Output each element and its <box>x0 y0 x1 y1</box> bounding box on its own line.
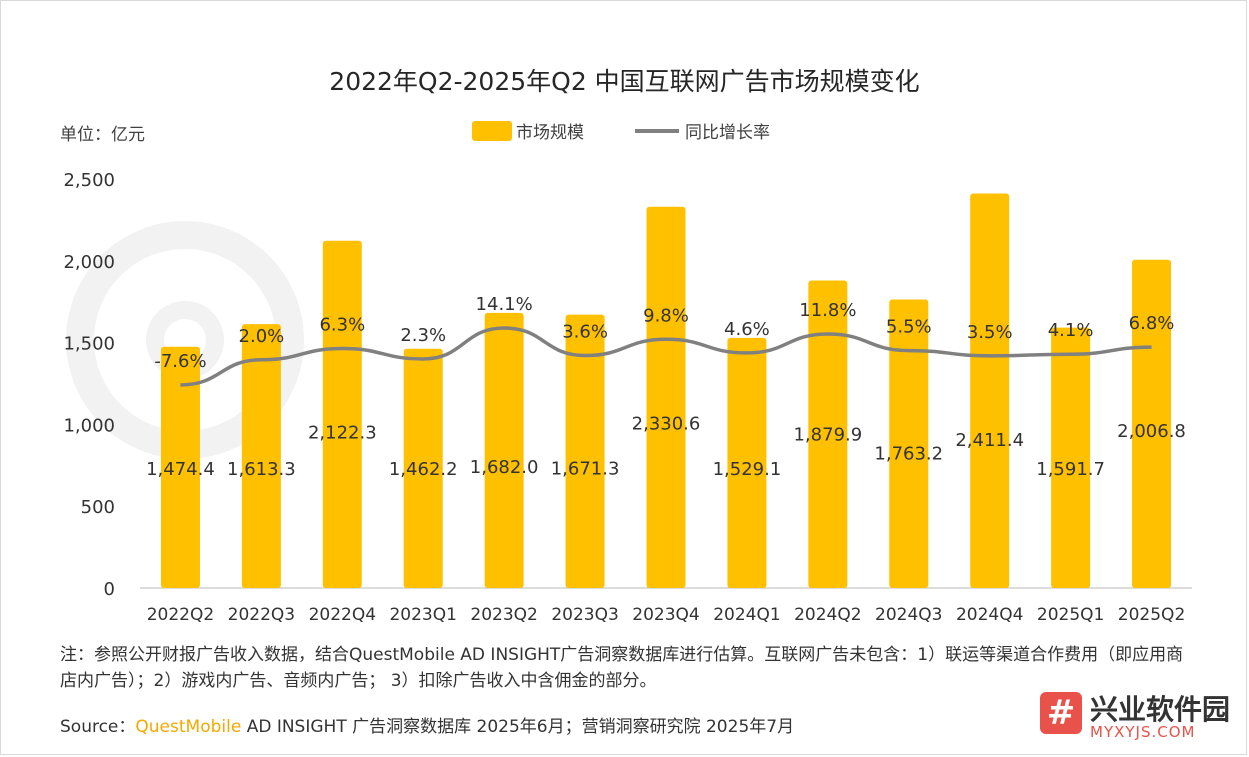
source-line: Source：QuestMobile AD INSIGHT 广告洞察数据库 20… <box>60 712 794 737</box>
growth-label-2024Q3: 5.5% <box>886 317 932 338</box>
value-label-2025Q2: 2,006.8 <box>1117 421 1186 442</box>
y-tick-label: 1,000 <box>63 415 115 436</box>
value-label-2024Q3: 1,763.2 <box>874 444 943 465</box>
legend-bar-swatch <box>472 120 512 141</box>
growth-label-2022Q3: 2.0% <box>239 326 285 347</box>
x-tick-label: 2022Q4 <box>309 605 376 625</box>
value-label-2024Q4: 2,411.4 <box>955 430 1024 451</box>
x-tick-label: 2024Q4 <box>956 605 1023 625</box>
value-label-2024Q2: 1,879.9 <box>793 424 862 445</box>
growth-label-2024Q4: 3.5% <box>967 322 1013 343</box>
growth-label-2023Q1: 2.3% <box>400 325 446 346</box>
growth-label-2025Q1: 4.1% <box>1048 320 1094 341</box>
bar-2024Q3 <box>889 299 929 588</box>
growth-label-2023Q3: 3.6% <box>562 322 608 343</box>
source-rest: AD INSIGHT 广告洞察数据库 2025年6月；营销洞察研究院 2025年… <box>241 717 795 737</box>
value-label-2022Q4: 2,122.3 <box>308 422 377 443</box>
x-tick-label: 2023Q1 <box>389 605 456 625</box>
value-label-2022Q3: 1,613.3 <box>227 459 296 480</box>
y-tick-label: 500 <box>81 497 115 518</box>
growth-label-2024Q1: 4.6% <box>724 319 770 340</box>
bar-2024Q4 <box>970 193 1010 588</box>
x-tick-label: 2025Q2 <box>1118 605 1185 625</box>
value-label-2022Q2: 1,474.4 <box>146 459 215 480</box>
footnote: 注：参照公开财报广告收入数据，结合QuestMobile AD INSIGHT广… <box>60 645 1184 691</box>
chart-title: 2022年Q2-2025年Q2 中国互联网广告市场规模变化 <box>329 67 920 96</box>
legend-line-label: 同比增长率 <box>685 123 770 143</box>
growth-label-2025Q2: 6.8% <box>1129 313 1175 334</box>
watermark-url: MYXYJS.COM <box>1090 723 1196 741</box>
y-tick-label: 2,000 <box>63 252 115 273</box>
value-label-2023Q1: 1,462.2 <box>389 459 458 480</box>
bar-line-chart: 2,500 2,000 1,500 1,000 500 0 -7.6% 2.0% 6.3% 2.3… <box>63 170 1192 625</box>
x-tick-label: 2023Q3 <box>551 605 618 625</box>
bar-2024Q1 <box>727 337 767 588</box>
x-tick-label: 2022Q3 <box>228 605 295 625</box>
value-label-2024Q1: 1,529.1 <box>713 459 782 480</box>
legend-item-line: 同比增长率 <box>635 118 770 143</box>
growth-label-2022Q2: -7.6% <box>154 351 206 372</box>
bar-2022Q4 <box>322 240 362 588</box>
watermark-logo-icon: # <box>1040 692 1082 734</box>
bar-2025Q2 <box>1132 259 1172 588</box>
growth-rate-line <box>180 326 1152 387</box>
legend-line-swatch <box>635 128 679 133</box>
x-tick-label: 2024Q1 <box>713 605 780 625</box>
x-tick-label: 2023Q2 <box>470 605 537 625</box>
source-prefix: Source： <box>60 717 136 737</box>
x-tick-label: 2023Q4 <box>632 605 699 625</box>
legend-bar-label: 市场规模 <box>516 123 584 143</box>
growth-label-2023Q4: 9.8% <box>643 305 689 326</box>
y-tick-label: 2,500 <box>63 170 115 191</box>
growth-label-2022Q4: 6.3% <box>319 314 365 335</box>
bar-2025Q1 <box>1051 327 1091 588</box>
bar-2022Q2 <box>160 346 200 588</box>
bar-2024Q2 <box>808 280 848 588</box>
x-tick-label: 2022Q2 <box>147 605 214 625</box>
bar-2023Q1 <box>403 348 443 588</box>
value-label-2023Q3: 1,671.3 <box>551 459 620 480</box>
x-tick-label: 2024Q3 <box>875 605 942 625</box>
value-label-2023Q4: 2,330.6 <box>632 413 701 434</box>
unit-label: 单位：亿元 <box>60 125 145 145</box>
growth-label-2023Q2: 14.1% <box>476 294 533 315</box>
source-brand: QuestMobile <box>135 717 242 737</box>
value-label-2025Q1: 1,591.7 <box>1036 459 1105 480</box>
x-tick-label: 2024Q2 <box>794 605 861 625</box>
value-label-2023Q2: 1,682.0 <box>470 457 539 478</box>
bar-2023Q3 <box>565 314 605 588</box>
x-tick-label: 2025Q1 <box>1037 605 1104 625</box>
bar-2022Q3 <box>241 324 281 588</box>
legend-item-bar: 市场规模 <box>472 118 584 143</box>
bar-2023Q2 <box>484 312 524 588</box>
y-tick-label: 0 <box>104 579 115 600</box>
watermark-name: 兴业软件园 <box>1090 693 1231 726</box>
y-tick-label: 1,500 <box>63 334 115 355</box>
bar-2023Q4 <box>646 206 686 588</box>
growth-label-2024Q2: 11.8% <box>799 300 856 321</box>
